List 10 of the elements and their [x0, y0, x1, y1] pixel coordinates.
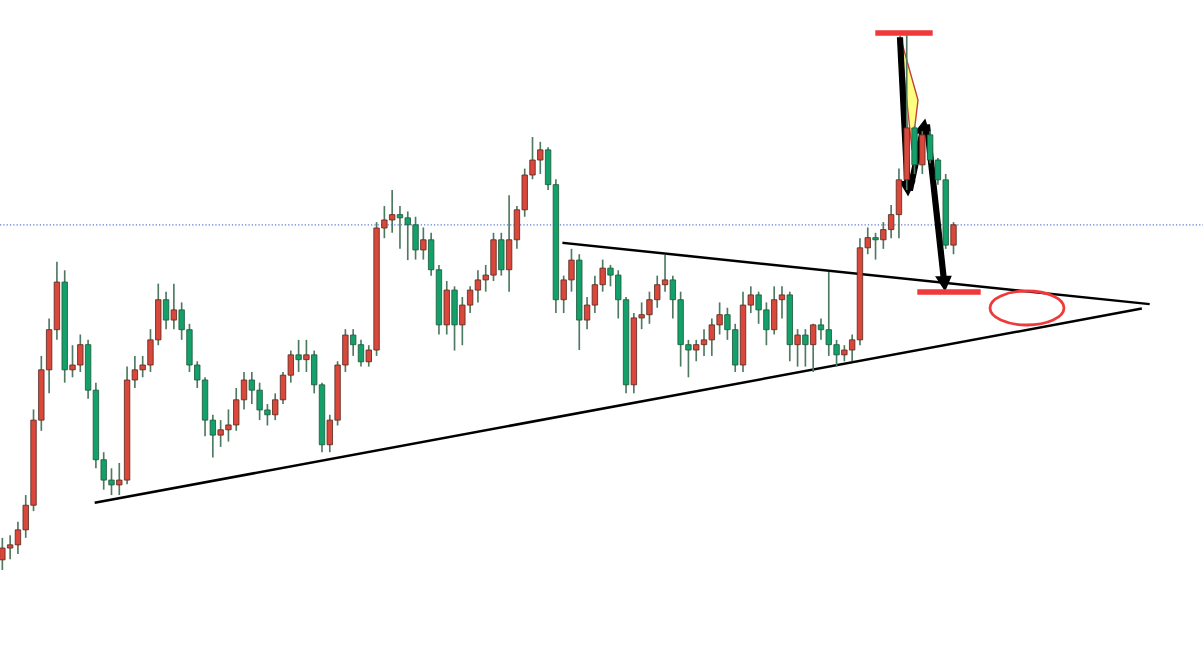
candlestick — [162, 290, 170, 330]
candlestick — [802, 328, 809, 368]
candlestick — [295, 339, 302, 373]
candlestick — [810, 322, 817, 373]
candlestick — [420, 226, 427, 261]
candlestick — [170, 282, 178, 330]
candlestick — [872, 231, 879, 261]
candlestick — [950, 221, 957, 256]
candlestick — [794, 328, 801, 368]
candlestick — [303, 339, 310, 373]
